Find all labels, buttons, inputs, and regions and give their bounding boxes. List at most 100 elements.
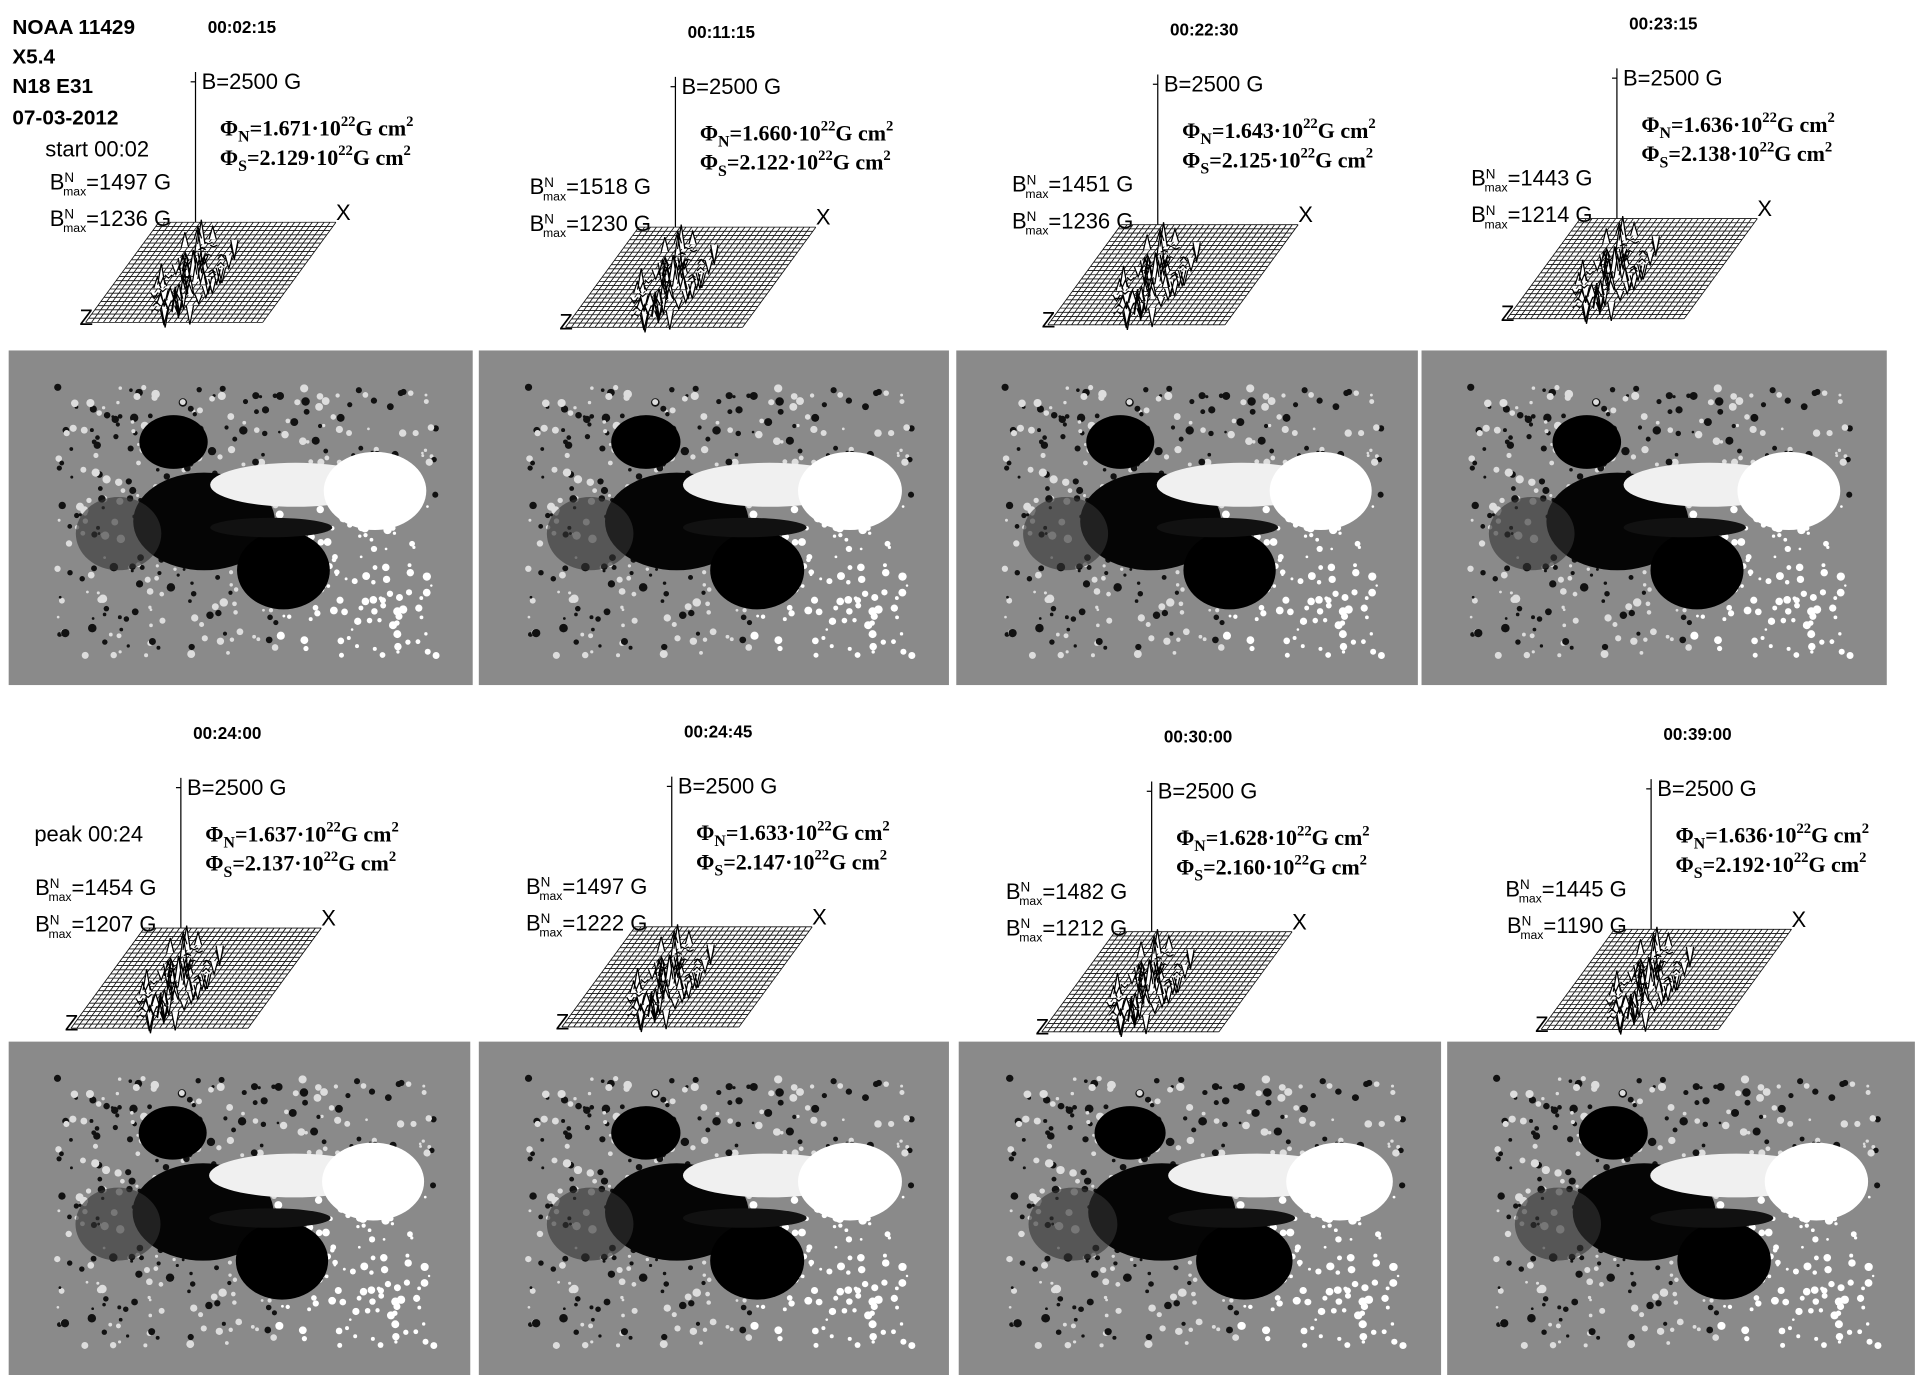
flux: ΦS=2.122·1022G cm2 (700, 148, 891, 180)
text-part: =1222 G (562, 911, 647, 936)
x-axis-label: X (1292, 909, 1307, 934)
z-axis-label: Z (1501, 301, 1514, 326)
flux: ΦN=1.636·1022G cm2 (1676, 821, 1870, 853)
text-part: 22 (1297, 823, 1312, 839)
flux: ΦN=1.628·1022G cm2 (1176, 823, 1370, 855)
text-part: =1.628·10 (1206, 825, 1297, 850)
b-label: B=2500 G (678, 774, 778, 799)
flux: ΦS=2.125·1022G cm2 (1182, 146, 1373, 178)
text-part: =1236 G (1048, 208, 1133, 233)
b-label: B=2500 G (187, 775, 287, 800)
text-part: =1.636·10 (1671, 112, 1762, 137)
text-part: 2 (1360, 853, 1367, 869)
text-part: 2 (883, 148, 890, 164)
text-part: Φ (220, 116, 238, 141)
z-axis-label: Z (1036, 1014, 1049, 1039)
bmax: BNmax=1443 G (1471, 166, 1592, 195)
text-part: N (1694, 836, 1706, 853)
flux: ΦS=2.160·1022G cm2 (1176, 853, 1367, 885)
text-part: 22 (821, 119, 836, 135)
wireframe (1507, 216, 1757, 324)
text-part: S (1694, 865, 1703, 882)
text-part: 22 (817, 818, 832, 834)
text-part: N (718, 134, 730, 151)
text-part: N (544, 175, 554, 190)
text-part: S (223, 864, 232, 881)
text-part: Φ (700, 150, 718, 175)
wireframe (1042, 929, 1292, 1037)
bmax: BNmax=1482 G (1006, 879, 1127, 908)
magnetogram (9, 1042, 471, 1375)
text-part: max (1025, 187, 1048, 201)
text-part: N (64, 170, 74, 185)
text-part: max (1485, 181, 1508, 195)
text-part: N (1027, 172, 1037, 187)
flux: ΦS=2.138·1022G cm2 (1641, 139, 1832, 171)
magnetogram (479, 350, 949, 685)
magnetogram (9, 350, 473, 685)
text-part: G cm (1777, 112, 1828, 137)
text-part: max (539, 889, 562, 903)
magnetogram (959, 1042, 1441, 1375)
wireframe (562, 924, 812, 1032)
text-part: G cm (338, 851, 389, 876)
text-part: N (541, 875, 551, 890)
text-part: max (1519, 891, 1542, 905)
text-part: G cm (1315, 147, 1366, 172)
flux: ΦN=1.637·1022G cm2 (205, 820, 399, 852)
text-part: =1497 G (86, 169, 171, 194)
location: N18 E31 (12, 75, 93, 98)
text-part: 2 (882, 818, 889, 834)
time: 00:24:45 (684, 723, 753, 742)
b-label: B=2500 G (1657, 776, 1757, 801)
text-part: Φ (205, 851, 223, 876)
flux: ΦN=1.660·1022G cm2 (700, 119, 894, 151)
text-part: N (64, 207, 74, 222)
text-part: max (543, 189, 566, 203)
text-part: G cm (1774, 141, 1825, 166)
figure: NOAA 11429 X5.4 N18 E31 07-03-2012 start… (0, 0, 1915, 1375)
z-axis-label: Z (1042, 307, 1055, 332)
text-part: =1.636·10 (1705, 823, 1796, 848)
x-axis-label: X (1298, 202, 1313, 227)
text-part: 2 (886, 119, 893, 135)
text-part: 22 (1794, 850, 1809, 866)
text-part: Φ (1676, 823, 1694, 848)
text-part: S (718, 163, 727, 180)
text-part: 22 (338, 143, 353, 159)
text-part: Φ (1176, 854, 1194, 879)
text-part: G cm (1808, 852, 1859, 877)
text-part: G cm (1309, 854, 1360, 879)
text-part: S (1660, 154, 1669, 171)
text-part: Φ (205, 821, 223, 846)
text-part: 22 (1762, 110, 1777, 126)
text-part: max (48, 890, 71, 904)
text-part: =2.137·10 (232, 851, 323, 876)
text-part: =1190 G (1543, 913, 1626, 938)
text-part: =1236 G (86, 206, 171, 231)
text-part: 2 (1366, 146, 1373, 162)
text-part: =2.147·10 (723, 849, 814, 874)
peak-note: peak 00:24 (34, 821, 143, 846)
text-part: N (1660, 125, 1672, 142)
x-axis-label: X (1757, 196, 1772, 221)
text-part: G cm (353, 145, 404, 170)
b-label: B=2500 G (682, 74, 782, 99)
flux: ΦS=2.137·1022G cm2 (205, 849, 396, 881)
z-axis-label: Z (556, 1009, 569, 1034)
text-part: max (543, 226, 566, 240)
text-part: max (539, 926, 562, 940)
wireframe (1048, 222, 1298, 330)
z-axis-label: Z (1535, 1012, 1548, 1037)
text-part: N (1200, 131, 1212, 148)
flux: ΦN=1.671·1022G cm2 (220, 114, 414, 146)
time: 00:02:15 (208, 18, 277, 37)
text-part: max (63, 221, 86, 235)
text-part: =1482 G (1042, 879, 1127, 904)
wireframe (1541, 927, 1791, 1035)
text-part: 2 (1368, 116, 1375, 132)
flux: ΦN=1.633·1022G cm2 (696, 818, 890, 850)
text-part: =1443 G (1508, 166, 1593, 191)
text-part: G cm (1811, 823, 1862, 848)
text-part: =2.125·10 (1209, 147, 1300, 172)
